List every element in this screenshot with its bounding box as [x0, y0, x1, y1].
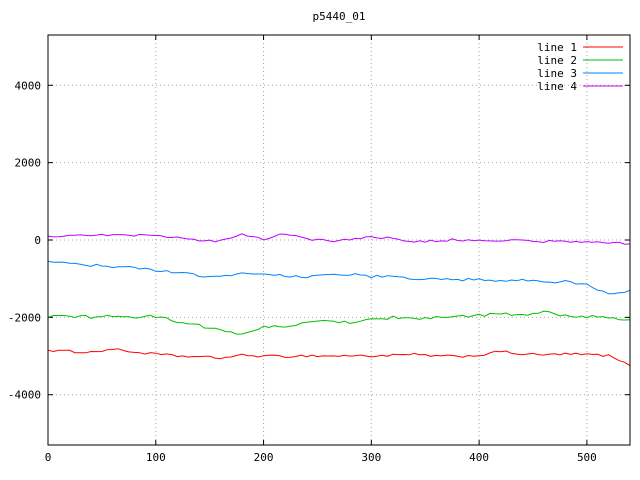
axes-ticks: 0 100 200 300 400 500 -4000 -2000 0 2000 4000 — [8, 35, 630, 464]
y-tick-label: 0 — [34, 234, 41, 247]
x-tick-label: 400 — [469, 451, 489, 464]
x-tick-label: 300 — [361, 451, 381, 464]
x-tick-label: 500 — [577, 451, 597, 464]
plot-border — [47, 34, 631, 446]
series-line-2 — [47, 310, 631, 335]
x-tick-label: 100 — [146, 451, 166, 464]
x-tick-label: 200 — [254, 451, 274, 464]
series-line-4 — [47, 233, 631, 245]
y-tick-label: 4000 — [15, 79, 42, 92]
series-line-1 — [47, 348, 631, 367]
legend-label-line4: line 4 — [537, 80, 577, 93]
legend-label-line3: line 3 — [537, 67, 577, 80]
legend-label-line1: line 1 — [537, 41, 577, 54]
x-tick-label: 0 — [45, 451, 52, 464]
y-tick-label: 2000 — [15, 157, 42, 170]
chart-title: p5440_01 — [313, 10, 366, 23]
legend-label-line2: line 2 — [537, 54, 577, 67]
series-line-3 — [47, 260, 631, 295]
y-tick-label: -2000 — [8, 311, 41, 324]
legend: line 1 line 2 line 3 line 4 — [537, 41, 623, 93]
y-tick-label: -4000 — [8, 389, 41, 402]
